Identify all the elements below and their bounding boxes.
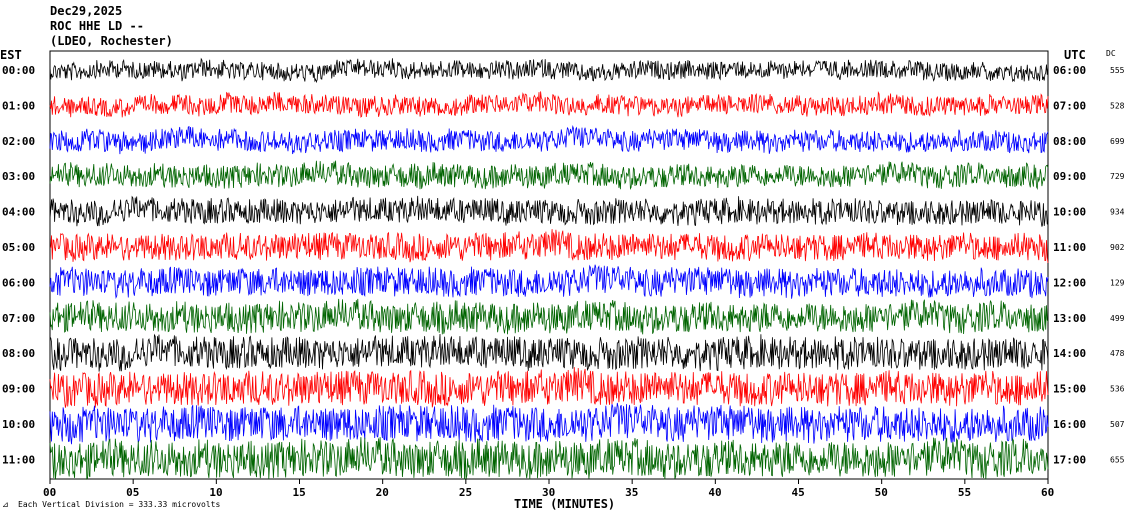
trace-row-0000 <box>49 57 1049 84</box>
est-hour-label: 01:00 <box>2 99 35 112</box>
utc-hour-label: 16:00 <box>1053 418 1086 431</box>
est-hour-label: 10:00 <box>2 418 35 431</box>
trace-row-0100 <box>49 91 1049 118</box>
trace-row-0900 <box>49 367 1049 408</box>
scale-note: Each Vertical Division = 333.33 microvol… <box>18 500 220 509</box>
utc-hour-label: 07:00 <box>1053 99 1086 112</box>
dc-offset-value: 555 <box>1110 66 1125 75</box>
trace-row-1100 <box>49 437 1049 481</box>
x-tick-label: 60 <box>1041 486 1054 499</box>
trace-row-0500 <box>49 229 1049 263</box>
x-tick-label: 00 <box>43 486 56 499</box>
est-hour-label: 02:00 <box>2 135 35 148</box>
seismic-traces <box>49 57 1049 481</box>
header-date: Dec29,2025 <box>50 4 122 18</box>
x-axis-ticks: 00 05 10 15 20 25 30 35 40 45 50 55 60 <box>43 479 1054 499</box>
trace-row-0600 <box>49 264 1049 299</box>
row-labels: 00:00 06:00 555 01:00 07:00 528 02:00 08:00 699 0… <box>2 64 1125 466</box>
utc-hour-label: 09:00 <box>1053 170 1086 183</box>
dc-offset-value: 528 <box>1110 101 1125 110</box>
utc-hour-label: 08:00 <box>1053 135 1086 148</box>
utc-hour-label: 12:00 <box>1053 276 1086 289</box>
trace-row-0200 <box>49 124 1049 155</box>
left-timezone-label: EST <box>0 48 22 62</box>
scale-icon: ⊿ <box>2 500 9 509</box>
dc-offset-value: 934 <box>1110 208 1125 217</box>
x-tick-label: 55 <box>958 486 971 499</box>
trace-row-0800 <box>49 333 1049 372</box>
utc-hour-label: 10:00 <box>1053 206 1086 219</box>
header-station: ROC HHE LD -- <box>50 19 144 33</box>
x-tick-label: 35 <box>625 486 638 499</box>
dc-offset-value: 655 <box>1110 455 1125 464</box>
utc-hour-label: 13:00 <box>1053 312 1086 325</box>
x-axis-label: TIME (MINUTES) <box>514 497 615 511</box>
x-tick-label: 45 <box>792 486 805 499</box>
trace-row-1000 <box>49 402 1049 445</box>
dc-offset-value: 902 <box>1110 243 1125 252</box>
est-hour-label: 05:00 <box>2 241 35 254</box>
x-tick-label: 25 <box>459 486 472 499</box>
x-tick-label: 50 <box>875 486 888 499</box>
header-network: (LDEO, Rochester) <box>50 34 173 48</box>
est-hour-label: 04:00 <box>2 206 35 219</box>
utc-hour-label: 17:00 <box>1053 453 1086 466</box>
dc-offset-value: 507 <box>1110 420 1125 429</box>
est-hour-label: 06:00 <box>2 276 35 289</box>
utc-hour-label: 14:00 <box>1053 347 1086 360</box>
est-hour-label: 08:00 <box>2 347 35 360</box>
x-tick-label: 40 <box>708 486 721 499</box>
utc-hour-label: 15:00 <box>1053 383 1086 396</box>
trace-row-0400 <box>49 195 1049 227</box>
dc-offset-value: 499 <box>1110 314 1125 323</box>
x-tick-label: 10 <box>209 486 222 499</box>
dc-column-label: DC <box>1106 49 1116 58</box>
dc-offset-value: 699 <box>1110 137 1125 146</box>
right-timezone-label: UTC <box>1064 48 1086 62</box>
x-tick-label: 30 <box>542 486 555 499</box>
est-hour-label: 00:00 <box>2 64 35 77</box>
dc-offset-value: 536 <box>1110 385 1125 394</box>
est-hour-label: 11:00 <box>2 453 35 466</box>
utc-hour-label: 11:00 <box>1053 241 1086 254</box>
utc-hour-label: 06:00 <box>1053 64 1086 77</box>
dc-offset-value: 129 <box>1110 278 1125 287</box>
trace-row-0700 <box>49 298 1049 335</box>
x-tick-label: 20 <box>376 486 389 499</box>
est-hour-label: 09:00 <box>2 383 35 396</box>
est-hour-label: 07:00 <box>2 312 35 325</box>
est-hour-label: 03:00 <box>2 170 35 183</box>
x-tick-label: 05 <box>126 486 139 499</box>
x-tick-label: 15 <box>293 486 306 499</box>
trace-row-0300 <box>49 160 1049 191</box>
dc-offset-value: 729 <box>1110 172 1125 181</box>
dc-offset-value: 478 <box>1110 349 1125 358</box>
